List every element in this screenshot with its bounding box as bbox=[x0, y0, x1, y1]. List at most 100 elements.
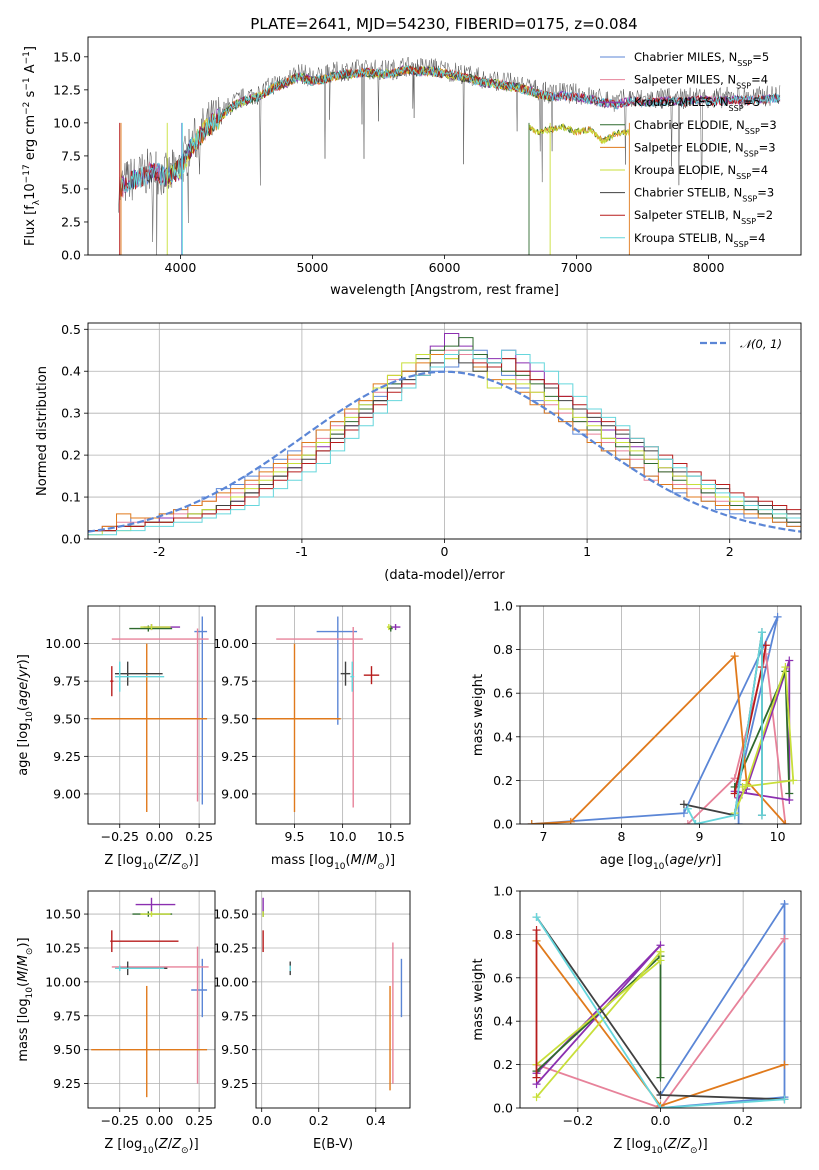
x-tick-label: 9 bbox=[696, 829, 704, 844]
weight-marker-kroupa-elodie bbox=[532, 1093, 541, 1102]
mass_vs_Z-plot-area bbox=[91, 897, 209, 1098]
y-tick-label: 15.0 bbox=[53, 49, 81, 64]
age_vs_Z-frame bbox=[87, 605, 216, 825]
x-tick-label: 7 bbox=[539, 829, 547, 844]
x-tick-label: 0.0 bbox=[651, 1113, 671, 1128]
errorbar-salpeter-stelib bbox=[110, 930, 179, 953]
legend-label: Kroupa ELODIE, NSSP=4 bbox=[634, 163, 768, 181]
errorbar-chabrier-stelib bbox=[340, 661, 351, 686]
y-tick-label: 0.8 bbox=[493, 642, 513, 657]
weight-marker-chabrier-miles bbox=[780, 900, 789, 909]
spectrum-x-label: wavelength [Angstrom, rest frame] bbox=[330, 283, 559, 298]
x-tick-label: 0.0 bbox=[252, 1113, 272, 1128]
weight-marker-salpeter-elodie bbox=[527, 820, 536, 824]
x-tick-label: 5000 bbox=[297, 260, 329, 275]
y-tick-label: 10.50 bbox=[213, 907, 249, 922]
errorbar-kroupa-elodie bbox=[386, 624, 391, 631]
x-tick-label: -1 bbox=[296, 544, 308, 559]
x-tick-label: 7000 bbox=[561, 260, 593, 275]
mass_vs_Z-x-label: Z [log10(Z/Z⊙)] bbox=[104, 1137, 198, 1156]
weight_vs_Z-x-label: Z [log10(Z/Z⊙)] bbox=[613, 1137, 707, 1156]
weight-marker-chabrier-elodie bbox=[656, 1073, 665, 1082]
model-line-kroupa-stelib bbox=[119, 64, 781, 200]
weight_vs_Z-plot-area bbox=[532, 900, 789, 1108]
y-tick-label: 9.00 bbox=[221, 786, 249, 801]
y-tick-label: 0.1 bbox=[61, 490, 81, 505]
y-tick-label: 9.25 bbox=[221, 1076, 249, 1091]
x-tick-label: 8 bbox=[617, 829, 625, 844]
errorbar-salpeter-stelib bbox=[110, 666, 114, 697]
y-tick-label: 10.0 bbox=[53, 115, 81, 130]
weight-marker-salpeter-stelib bbox=[532, 926, 541, 935]
weight-marker-chabrier-elodie bbox=[785, 789, 794, 798]
errorbar-kroupa-stelib bbox=[114, 661, 165, 692]
weight-marker-kroupa-miles bbox=[785, 656, 794, 665]
mass_vs_ebv-x-label: E(B-V) bbox=[313, 1137, 353, 1152]
weight-marker-kroupa-stelib bbox=[757, 811, 766, 820]
errorbar-salpeter-elodie bbox=[91, 643, 208, 812]
weight-marker-kroupa-stelib bbox=[532, 913, 541, 922]
y-tick-label: 9.50 bbox=[53, 1042, 81, 1057]
x-tick-label: 0 bbox=[441, 544, 449, 559]
y-tick-label: 10.00 bbox=[213, 974, 249, 989]
y-tick-label: 9.25 bbox=[53, 749, 81, 764]
observed-spectrum bbox=[118, 56, 781, 255]
weight-line-kroupa-stelib bbox=[535, 916, 785, 1108]
weight_vs_Z-frame bbox=[519, 890, 802, 1109]
age_vs_Z-axes: −0.25 0.00 0.25 9.00 9.25 9.50 9.75 10.00 bbox=[45, 606, 215, 844]
plot-layer: 4000 5000 6000 7000 80000.02.55.07.510.012.5… bbox=[16, 36, 802, 1156]
weight-line-kroupa-elodie bbox=[535, 949, 662, 1098]
x-tick-label: −0.25 bbox=[101, 829, 139, 844]
x-tick-label: 4000 bbox=[165, 260, 197, 275]
x-tick-label: −0.2 bbox=[563, 1113, 593, 1128]
x-tick-label: 2 bbox=[726, 544, 734, 559]
age_vs_Z-y-label: age [log10(age/yr)] bbox=[16, 654, 35, 776]
y-tick-label: 9.75 bbox=[53, 1008, 81, 1023]
x-tick-label: 9.5 bbox=[285, 829, 305, 844]
y-tick-label: 2.5 bbox=[61, 214, 81, 229]
mass_vs_ebv-frame bbox=[255, 890, 411, 1109]
y-tick-label: 9.50 bbox=[53, 711, 81, 726]
y-tick-label: 0.8 bbox=[493, 927, 513, 942]
legend-label: Salpeter STELIB, NSSP=2 bbox=[634, 208, 773, 226]
y-tick-label: 5.0 bbox=[61, 181, 81, 196]
errorbar-kroupa-elodie bbox=[140, 624, 171, 631]
residuals-x-label: (data-model)/error bbox=[384, 568, 505, 583]
weight-marker-salpeter-miles bbox=[780, 934, 789, 943]
weight-marker-kroupa-stelib bbox=[656, 1104, 665, 1108]
weight-marker-salpeter-elodie bbox=[730, 652, 739, 661]
weight-marker-kroupa-stelib bbox=[780, 1095, 789, 1104]
x-tick-label: 8000 bbox=[693, 260, 725, 275]
mass_vs_ebv-axes: 0.0 0.2 0.4 9.25 9.50 9.75 10.00 10.25 10.50 bbox=[213, 891, 410, 1128]
gaussian-legend-label: 𝒩(0, 1) bbox=[740, 337, 782, 351]
model-line-red-kroupa-elodie bbox=[528, 123, 630, 144]
x-tick-label: −0.25 bbox=[101, 1113, 139, 1128]
mass_vs_ebv-plot-area bbox=[262, 897, 403, 1091]
y-tick-label: 10.25 bbox=[213, 940, 249, 955]
errorbar-salpeter-miles bbox=[111, 946, 209, 1084]
weight-marker-kroupa-stelib bbox=[691, 820, 700, 824]
x-tick-label: -2 bbox=[153, 544, 165, 559]
y-tick-label: 9.75 bbox=[221, 1008, 249, 1023]
errorbar-kroupa-stelib bbox=[114, 965, 165, 972]
weight-line-chabrier-miles bbox=[659, 900, 786, 1108]
weight_vs_age-frame bbox=[519, 605, 802, 825]
legend-label: Salpeter MILES, NSSP=4 bbox=[634, 73, 768, 91]
weight-marker-salpeter-elodie bbox=[780, 1060, 789, 1069]
weight-marker-salpeter-elodie bbox=[781, 820, 790, 824]
gaussian-curve bbox=[88, 370, 801, 533]
y-tick-label: 9.25 bbox=[221, 749, 249, 764]
legend-label: Chabrier ELODIE, NSSP=3 bbox=[634, 118, 777, 136]
y-tick-label: 0.0 bbox=[493, 817, 513, 832]
histogram-kroupa-stelib bbox=[88, 349, 801, 536]
legend-label: Chabrier STELIB, NSSP=3 bbox=[634, 186, 774, 204]
legend-label: Salpeter ELODIE, NSSP=3 bbox=[634, 140, 776, 158]
weight-marker-chabrier-miles bbox=[773, 612, 782, 621]
weight-marker-salpeter-miles bbox=[761, 649, 770, 658]
x-tick-label: 0.4 bbox=[366, 1113, 386, 1128]
mass_vs_Z-y-label: mass [log10(M/M⊙)] bbox=[16, 937, 35, 1061]
weight-marker-chabrier-stelib bbox=[656, 1090, 665, 1099]
legend-label: Kroupa STELIB, NSSP=4 bbox=[634, 231, 765, 249]
weight-marker-salpeter-elodie bbox=[566, 817, 575, 824]
